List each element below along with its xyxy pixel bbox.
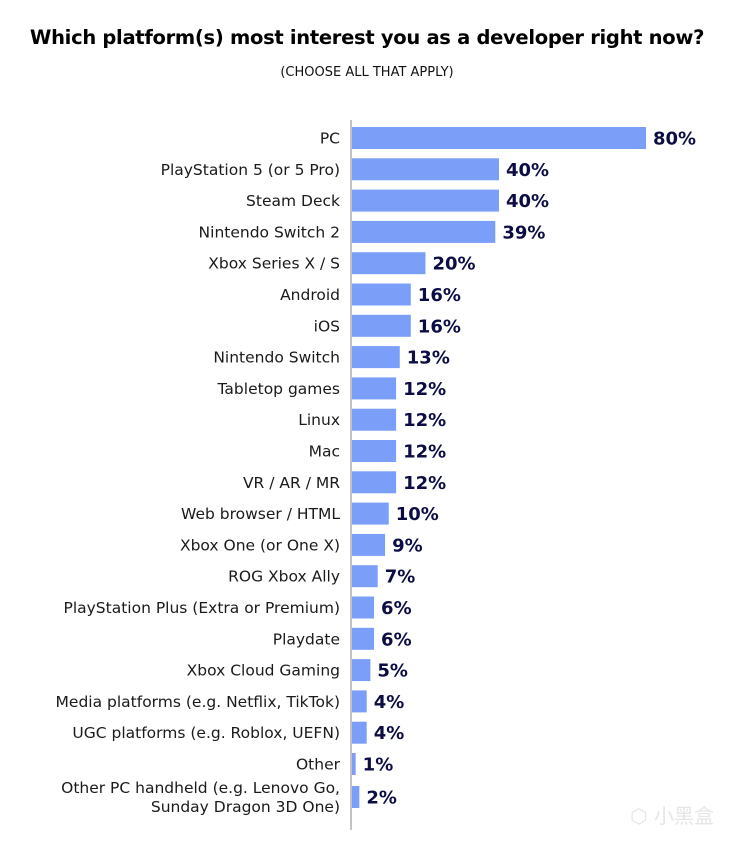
value-label: 4% [374,723,405,744]
value-label: 80% [653,129,696,150]
value-label: 2% [366,788,397,809]
bar [352,753,356,775]
bar [352,596,375,619]
bar [352,127,646,149]
bar [352,346,400,369]
chart-title: Which platform(s) most interest you as a… [29,26,705,49]
category-label: Nintendo Switch [213,349,340,367]
category-label: Tabletop games [217,380,340,398]
category-label: Web browser / HTML [181,505,340,523]
bar [352,283,411,306]
bar [352,252,426,275]
value-label: 4% [374,692,405,713]
category-label: iOS [314,317,340,335]
value-label: 40% [506,191,549,212]
category-label: PlayStation 5 (or 5 Pro) [161,161,340,179]
watermark-logo: ⬡ 小黑盒 [630,804,714,828]
category-label: Nintendo Switch 2 [199,223,340,241]
bar [352,533,386,556]
value-label: 1% [363,755,394,776]
bar [352,314,411,337]
bar [352,408,397,431]
value-label: 12% [403,379,446,400]
value-label: 12% [403,442,446,463]
category-label: VR / AR / MR [243,474,340,492]
category-label: Other [296,756,341,774]
category-label: Steam Deck [246,192,340,210]
value-label: 20% [433,254,476,275]
value-label: 5% [377,661,408,682]
category-label: Playdate [273,630,340,648]
value-label: 6% [381,629,412,650]
value-label: 16% [418,316,461,337]
category-label: Xbox One (or One X) [180,536,340,554]
bar [352,220,496,243]
bar [352,189,499,212]
category-label: Android [280,286,340,304]
bar [352,440,397,462]
value-label: 6% [381,598,412,619]
value-label: 12% [403,473,446,494]
category-label: ROG Xbox Ally [228,568,340,586]
bar [352,377,397,400]
value-label: 39% [502,222,545,243]
value-label: 12% [403,410,446,431]
category-label: Xbox Series X / S [208,255,340,273]
category-label: Linux [298,411,340,429]
category-label: Mac [309,443,340,461]
category-label: Media platforms (e.g. Netflix, TikTok) [56,693,340,711]
bar [352,721,367,744]
bar [352,786,360,808]
value-label: 16% [418,285,461,306]
category-label: Other PC handheld (e.g. Lenovo Go, Sunday… [61,779,340,816]
value-label: 9% [392,535,423,556]
value-label: 10% [396,504,439,525]
bar [352,158,499,181]
bar [352,502,389,525]
value-label: 13% [407,348,450,369]
value-label: 40% [506,160,549,181]
bar [352,659,371,682]
bar [352,627,375,650]
category-label: Xbox Cloud Gaming [187,662,340,680]
bar [352,471,397,494]
bar [352,690,367,713]
category-label: PC [320,130,340,148]
chart-subtitle: (CHOOSE ALL THAT APPLY) [280,65,454,80]
bar [352,565,378,588]
category-label: PlayStation Plus (Extra or Premium) [63,599,340,617]
value-label: 7% [385,567,416,588]
category-label: UGC platforms (e.g. Roblox, UEFN) [72,724,340,742]
